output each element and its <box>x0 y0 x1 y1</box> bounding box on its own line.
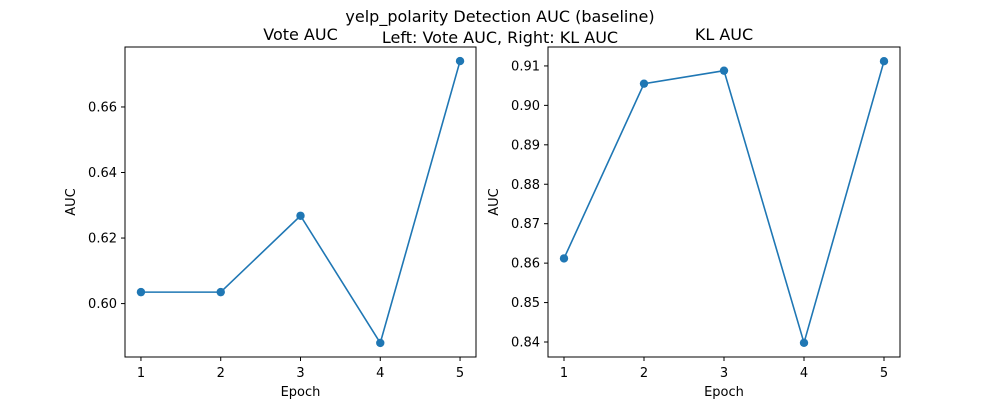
kl-auc-ytick-label: 0.89 <box>511 138 540 153</box>
kl-auc-ytick-label: 0.87 <box>511 217 540 232</box>
kl-auc-axes-frame <box>547 46 901 358</box>
vote-auc-xtick-label: 3 <box>296 366 304 381</box>
vote-auc-xtick-label: 5 <box>456 366 464 381</box>
kl-auc-series-line <box>563 60 885 346</box>
vote-auc-ytick-label: 0.64 <box>88 166 117 181</box>
kl-auc-xtick-label: 5 <box>880 366 888 381</box>
kl-auc-xlabel: Epoch <box>704 385 744 400</box>
figure-title: yelp_polarity Detection AUC (baseline) <box>345 7 654 27</box>
kl-auc-title: KL AUC <box>695 25 753 44</box>
vote-auc-xtick-label: 2 <box>217 366 225 381</box>
kl-auc-point <box>639 79 649 88</box>
vote-auc-point <box>455 56 465 66</box>
kl-auc-xtick-label: 4 <box>800 366 808 381</box>
kl-auc-point <box>799 338 809 348</box>
kl-auc-point <box>879 56 889 66</box>
kl-auc-ylabel: AUC <box>487 188 502 216</box>
vote-auc-point <box>296 211 305 220</box>
kl-auc-ytick-label: 0.91 <box>511 59 540 74</box>
kl-auc-ytick-label: 0.85 <box>511 296 540 311</box>
kl-auc-xtick-label: 2 <box>640 366 648 381</box>
kl-auc-xtick-label: 3 <box>720 366 728 381</box>
vote-auc-point <box>136 287 146 297</box>
kl-auc-ytick-label: 0.86 <box>511 257 540 272</box>
kl-auc-xtick-label: 1 <box>560 366 568 381</box>
vote-auc-ytick-label: 0.62 <box>88 232 117 247</box>
vote-auc-point <box>376 338 385 348</box>
vote-auc-title: Vote AUC <box>263 25 338 44</box>
vote-auc-point <box>216 287 225 297</box>
kl-auc-point <box>559 254 569 263</box>
kl-auc-ytick-label: 0.84 <box>511 336 540 351</box>
kl-auc-ytick-label: 0.90 <box>511 99 540 114</box>
vote-auc-xtick-label: 4 <box>376 366 384 381</box>
kl-auc-point <box>719 66 729 75</box>
vote-auc-xlabel: Epoch <box>281 385 321 400</box>
kl-auc-panel: KL AUC Epoch AUC 1 2 3 4 5 0.84 0.85 0.86 0.87 0.… <box>487 25 901 400</box>
vote-auc-ylabel: AUC <box>64 188 79 216</box>
vote-auc-panel: Vote AUC Epoch AUC 1 2 3 4 5 0.60 0.62 0.64 0.66 <box>64 25 477 400</box>
vote-auc-ytick-label: 0.66 <box>88 100 117 115</box>
vote-auc-ytick-label: 0.60 <box>88 297 117 312</box>
vote-auc-axes-frame <box>124 46 477 358</box>
vote-auc-xtick-label: 1 <box>137 366 145 381</box>
vote-auc-series-line <box>140 60 461 345</box>
kl-auc-ytick-label: 0.88 <box>511 178 540 193</box>
figure-subtitle: Left: Vote AUC, Right: KL AUC <box>382 28 618 47</box>
